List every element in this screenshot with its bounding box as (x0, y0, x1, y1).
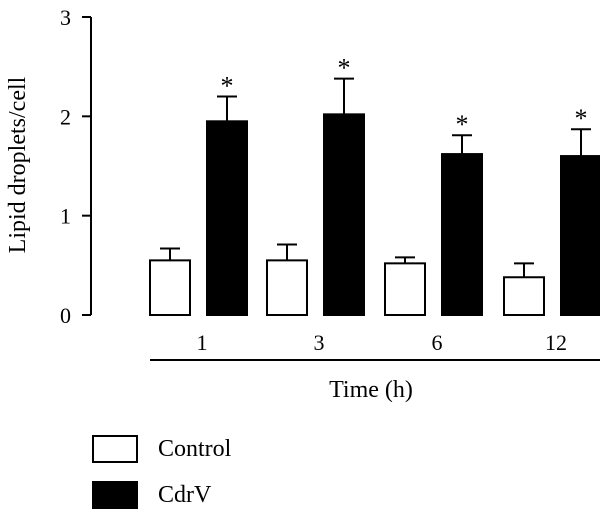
bar-control-12 (503, 276, 545, 316)
legend-label-control: Control (158, 435, 232, 462)
bar-cdrv-3 (323, 113, 365, 316)
bars: * * * * (149, 54, 600, 317)
y-tick-label: 1 (60, 204, 71, 229)
bar-cdrv-6 (441, 153, 483, 316)
x-axis-label: Time (h) (329, 377, 413, 403)
x-tick-labels: 1 3 6 12 (197, 330, 568, 355)
y-tick-label: 3 (60, 5, 71, 30)
legend-swatch-cdrv (92, 481, 138, 509)
legend-item-cdrv: CdrV (92, 478, 231, 512)
x-tick-label: 12 (545, 330, 567, 355)
x-tick-label: 3 (314, 330, 325, 355)
x-tick-label: 1 (197, 330, 208, 355)
x-tick-label: 6 (432, 330, 443, 355)
y-axis-label: Lipid droplets/cell (5, 76, 31, 253)
y-tick-label: 2 (60, 104, 71, 129)
significance-star: * (338, 54, 351, 83)
y-tick-labels: 0 1 2 3 (60, 5, 71, 328)
legend-item-control: Control (92, 432, 231, 466)
bar-control-6 (384, 262, 426, 317)
y-axis (82, 16, 92, 316)
significance-star: * (221, 71, 234, 100)
bar-cdrv-1 (206, 120, 248, 316)
legend: Control CdrV (92, 432, 231, 524)
significance-star: * (575, 104, 588, 133)
y-tick-label: 0 (60, 303, 71, 328)
bar-cdrv-12 (560, 155, 600, 316)
bar-control-1 (149, 259, 191, 317)
legend-label-cdrv: CdrV (158, 481, 212, 508)
bar-control-3 (266, 259, 308, 317)
legend-swatch-control (92, 435, 138, 463)
significance-star: * (456, 110, 469, 139)
